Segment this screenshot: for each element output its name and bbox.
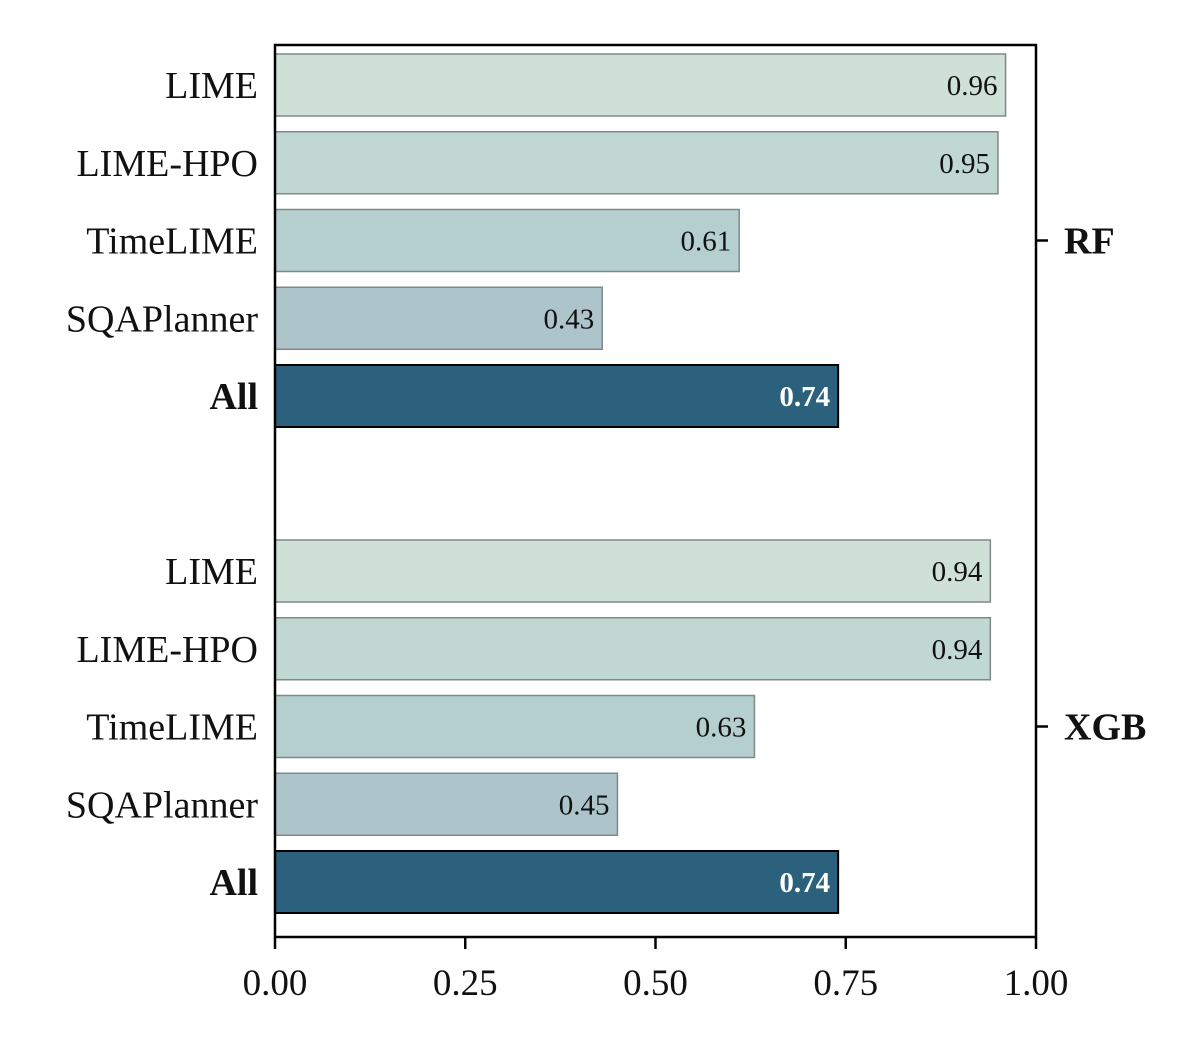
category-label: SQAPlanner <box>66 298 258 340</box>
bar-xgb-timelime <box>274 694 756 759</box>
category-label: LIME-HPO <box>76 143 258 185</box>
value-label: 0.94 <box>932 634 983 666</box>
group-label: XGB <box>1064 707 1146 749</box>
group-axis: RF XGB <box>1036 221 1146 749</box>
category-label: All <box>209 376 258 418</box>
bar-xgb-all <box>274 850 840 914</box>
category-label: TimeLIME <box>86 707 258 749</box>
value-label: 0.74 <box>779 381 830 413</box>
x-tick-label: 0.00 <box>243 963 308 1004</box>
value-label: 0.95 <box>939 148 990 180</box>
bar-xgb-sqaplanner <box>274 772 619 836</box>
x-tick-label: 0.75 <box>813 963 878 1004</box>
bar-rf-all <box>274 364 840 428</box>
bars-layer: 0.96 LIME 0.95 LIME-HPO 0.61 TimeLIME 0.43 SQAP… <box>66 53 1007 914</box>
bar-rf-lime-hpo <box>274 131 999 195</box>
value-label: 0.74 <box>779 867 830 899</box>
x-tick-label: 0.50 <box>623 963 688 1004</box>
value-label: 0.43 <box>543 303 594 335</box>
value-label: 0.45 <box>559 789 610 821</box>
x-tick-label: 1.00 <box>1004 963 1069 1004</box>
bar-xgb-lime <box>274 539 992 603</box>
x-tick-label: 0.25 <box>433 963 498 1004</box>
x-axis: 0.00 0.25 0.50 0.75 1.00 <box>243 937 1069 1004</box>
value-label: 0.63 <box>696 712 747 744</box>
group-label: RF <box>1064 221 1115 263</box>
category-label: LIME <box>165 65 258 107</box>
value-label: 0.94 <box>932 556 983 588</box>
value-label: 0.61 <box>680 226 731 258</box>
bar-rf-timelime <box>274 208 740 273</box>
category-label: TimeLIME <box>86 221 258 263</box>
category-label: LIME-HPO <box>76 629 258 671</box>
category-label: SQAPlanner <box>66 784 258 826</box>
bar-rf-lime <box>274 53 1007 117</box>
category-label: LIME <box>165 551 258 593</box>
category-label: All <box>209 862 258 904</box>
bar-xgb-lime-hpo <box>274 617 992 681</box>
bar-rf-sqaplanner <box>274 286 603 350</box>
value-label: 0.96 <box>947 70 998 102</box>
